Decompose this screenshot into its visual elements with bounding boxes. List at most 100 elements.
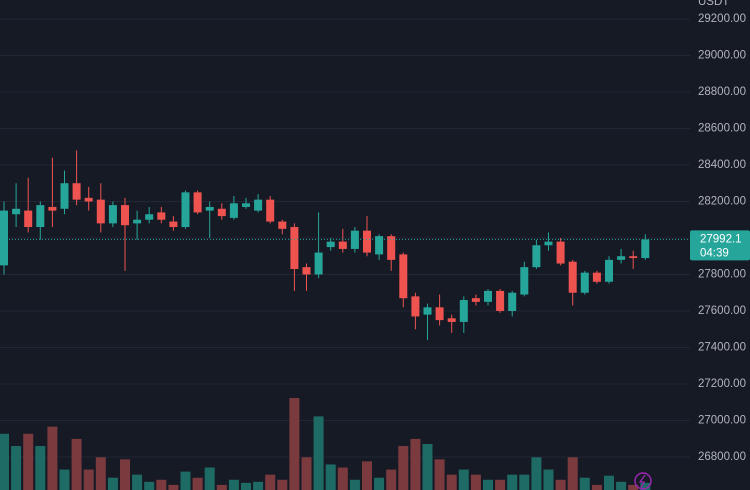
volume-bar xyxy=(362,461,372,490)
countdown-label: 04:39 xyxy=(700,247,729,259)
candle-body xyxy=(641,239,650,259)
last-price-label: 27992.1 xyxy=(700,233,742,245)
volume-bar xyxy=(398,446,409,490)
candle-body xyxy=(84,197,93,202)
y-tick-label: 28400.00 xyxy=(698,159,746,171)
volume-bar xyxy=(579,477,590,490)
volume-bar xyxy=(23,433,34,490)
candle-body xyxy=(459,300,468,322)
y-tick-label: 29000.00 xyxy=(698,50,746,62)
volume-bar xyxy=(483,479,493,490)
volume-bar xyxy=(168,484,179,490)
y-tick-label: 28600.00 xyxy=(698,123,746,135)
y-tick-label: 28200.00 xyxy=(698,196,746,208)
candle-body xyxy=(435,307,444,321)
candle-body xyxy=(48,206,57,211)
volume-bar xyxy=(301,457,312,490)
candle-body xyxy=(484,290,492,302)
candle-body xyxy=(326,241,335,248)
candle-body xyxy=(592,272,601,282)
volume-bar xyxy=(35,446,46,490)
candle-body xyxy=(254,199,263,211)
candle-body xyxy=(314,252,323,275)
candle-body xyxy=(629,256,638,259)
volume-bar xyxy=(446,474,457,490)
candle-body xyxy=(605,259,613,282)
candle-body xyxy=(36,205,45,228)
candle-body xyxy=(363,230,371,253)
volume-bar xyxy=(180,471,191,490)
volume-bar xyxy=(228,479,239,490)
volume-bar xyxy=(95,457,106,490)
candle-body xyxy=(96,199,105,224)
candle-body xyxy=(72,183,81,200)
candle-body xyxy=(217,208,226,217)
volume-bar xyxy=(337,467,348,490)
volume-bar xyxy=(265,474,276,490)
candle-body xyxy=(193,192,202,213)
volume-bar xyxy=(543,469,554,490)
volume-bar xyxy=(470,474,481,490)
volume-bar xyxy=(59,469,70,490)
candle-body xyxy=(471,298,480,302)
y-tick-label: 28800.00 xyxy=(698,86,746,98)
volume-bar xyxy=(434,459,445,490)
currency-label[interactable]: USDT xyxy=(698,0,729,8)
y-tick-label: 29200.00 xyxy=(698,13,746,25)
y-tick-label: 27200.00 xyxy=(698,378,746,390)
candle-body xyxy=(133,219,142,224)
volume-bar xyxy=(47,426,58,490)
volume-bar xyxy=(531,457,542,490)
candle-body xyxy=(617,256,626,260)
candle-body xyxy=(496,290,505,311)
candle-body xyxy=(157,212,166,220)
volume-bar xyxy=(11,446,22,490)
volume-bar xyxy=(555,479,566,490)
volume-bar xyxy=(410,438,421,490)
candle-body xyxy=(447,318,456,322)
candle-body xyxy=(0,210,8,266)
volume-bar xyxy=(325,464,336,490)
candle-body xyxy=(399,254,408,299)
volume-bar xyxy=(204,467,215,490)
volume-bar xyxy=(0,433,9,490)
candle-body xyxy=(508,292,517,311)
candle-body xyxy=(278,221,287,229)
volume-bar xyxy=(640,482,651,490)
y-tick-label: 27400.00 xyxy=(698,342,746,354)
volume-bar xyxy=(107,477,118,490)
alert-icon[interactable] xyxy=(634,472,652,490)
volume-bar xyxy=(277,479,288,490)
candle-body xyxy=(242,203,250,207)
volume-bar xyxy=(192,477,203,490)
volume-bar xyxy=(216,484,227,490)
candle-body xyxy=(290,227,299,269)
volume-bar xyxy=(132,474,143,490)
candle-body xyxy=(229,203,238,218)
candle-body xyxy=(169,221,178,228)
volume-bar xyxy=(591,484,602,490)
volume-bar xyxy=(519,474,530,490)
volume-bar xyxy=(156,479,167,490)
volume-bar xyxy=(241,482,251,490)
volume-bar xyxy=(567,457,578,490)
candle-body xyxy=(181,192,190,228)
volume-bar xyxy=(349,479,360,490)
candle-body xyxy=(338,241,347,249)
candle-body xyxy=(423,307,432,315)
volume-bar xyxy=(507,474,518,490)
candle-body xyxy=(411,296,420,317)
volume-bar xyxy=(144,481,155,490)
candle-body xyxy=(24,210,33,228)
candle-body xyxy=(580,272,589,293)
candle-body xyxy=(556,241,565,264)
volume-bar xyxy=(495,479,506,490)
volume-bar xyxy=(374,477,385,490)
volume-bar xyxy=(313,416,324,490)
volume-bar xyxy=(616,481,627,490)
candle-body xyxy=(108,205,117,224)
candle-body xyxy=(387,236,396,260)
candle-body xyxy=(266,199,275,222)
